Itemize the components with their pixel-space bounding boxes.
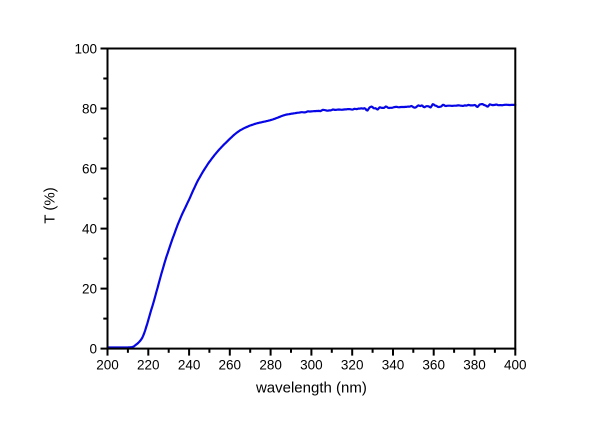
svg-text:240: 240 [178,357,201,372]
svg-text:60: 60 [82,161,97,176]
svg-text:100: 100 [74,41,97,56]
svg-text:260: 260 [219,357,242,372]
svg-text:220: 220 [137,357,160,372]
svg-text:40: 40 [82,222,97,237]
svg-text:400: 400 [504,357,527,372]
svg-text:300: 300 [300,357,323,372]
svg-text:280: 280 [259,357,282,372]
svg-text:20: 20 [82,282,97,297]
svg-text:360: 360 [422,357,445,372]
svg-text:340: 340 [382,357,405,372]
svg-text:380: 380 [463,357,486,372]
svg-text:0: 0 [89,342,97,357]
svg-text:T (%): T (%) [41,187,58,223]
svg-text:320: 320 [341,357,364,372]
svg-text:wavelength (nm): wavelength (nm) [255,380,367,397]
svg-text:200: 200 [96,357,119,372]
svg-text:80: 80 [82,101,97,116]
